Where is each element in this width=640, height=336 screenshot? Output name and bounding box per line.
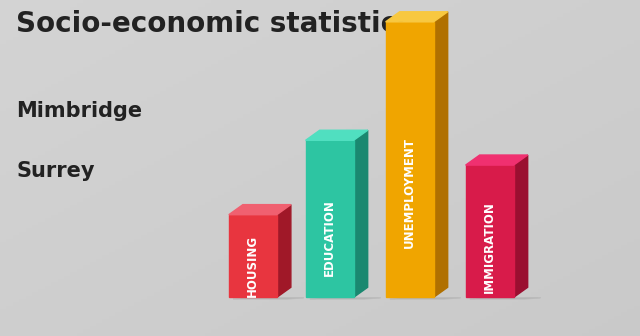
Polygon shape: [310, 298, 380, 299]
Polygon shape: [229, 205, 291, 215]
Text: IMMIGRATION: IMMIGRATION: [483, 201, 496, 293]
Polygon shape: [385, 12, 448, 22]
Text: EDUCATION: EDUCATION: [323, 199, 336, 276]
Polygon shape: [470, 298, 540, 299]
Text: HOUSING: HOUSING: [246, 235, 259, 297]
Polygon shape: [466, 155, 528, 165]
Polygon shape: [390, 298, 461, 299]
Polygon shape: [277, 205, 291, 297]
Text: Surrey: Surrey: [16, 161, 95, 181]
Polygon shape: [466, 165, 514, 297]
Text: UNEMPLOYMENT: UNEMPLOYMENT: [403, 137, 416, 248]
Polygon shape: [385, 22, 434, 297]
Polygon shape: [306, 140, 354, 297]
Polygon shape: [354, 130, 367, 297]
Polygon shape: [306, 130, 367, 140]
Polygon shape: [514, 155, 528, 297]
Polygon shape: [233, 298, 304, 299]
Text: Mimbridge: Mimbridge: [16, 101, 142, 121]
Polygon shape: [434, 12, 448, 297]
Text: Socio-economic statistics: Socio-economic statistics: [16, 10, 413, 38]
Polygon shape: [229, 215, 277, 297]
